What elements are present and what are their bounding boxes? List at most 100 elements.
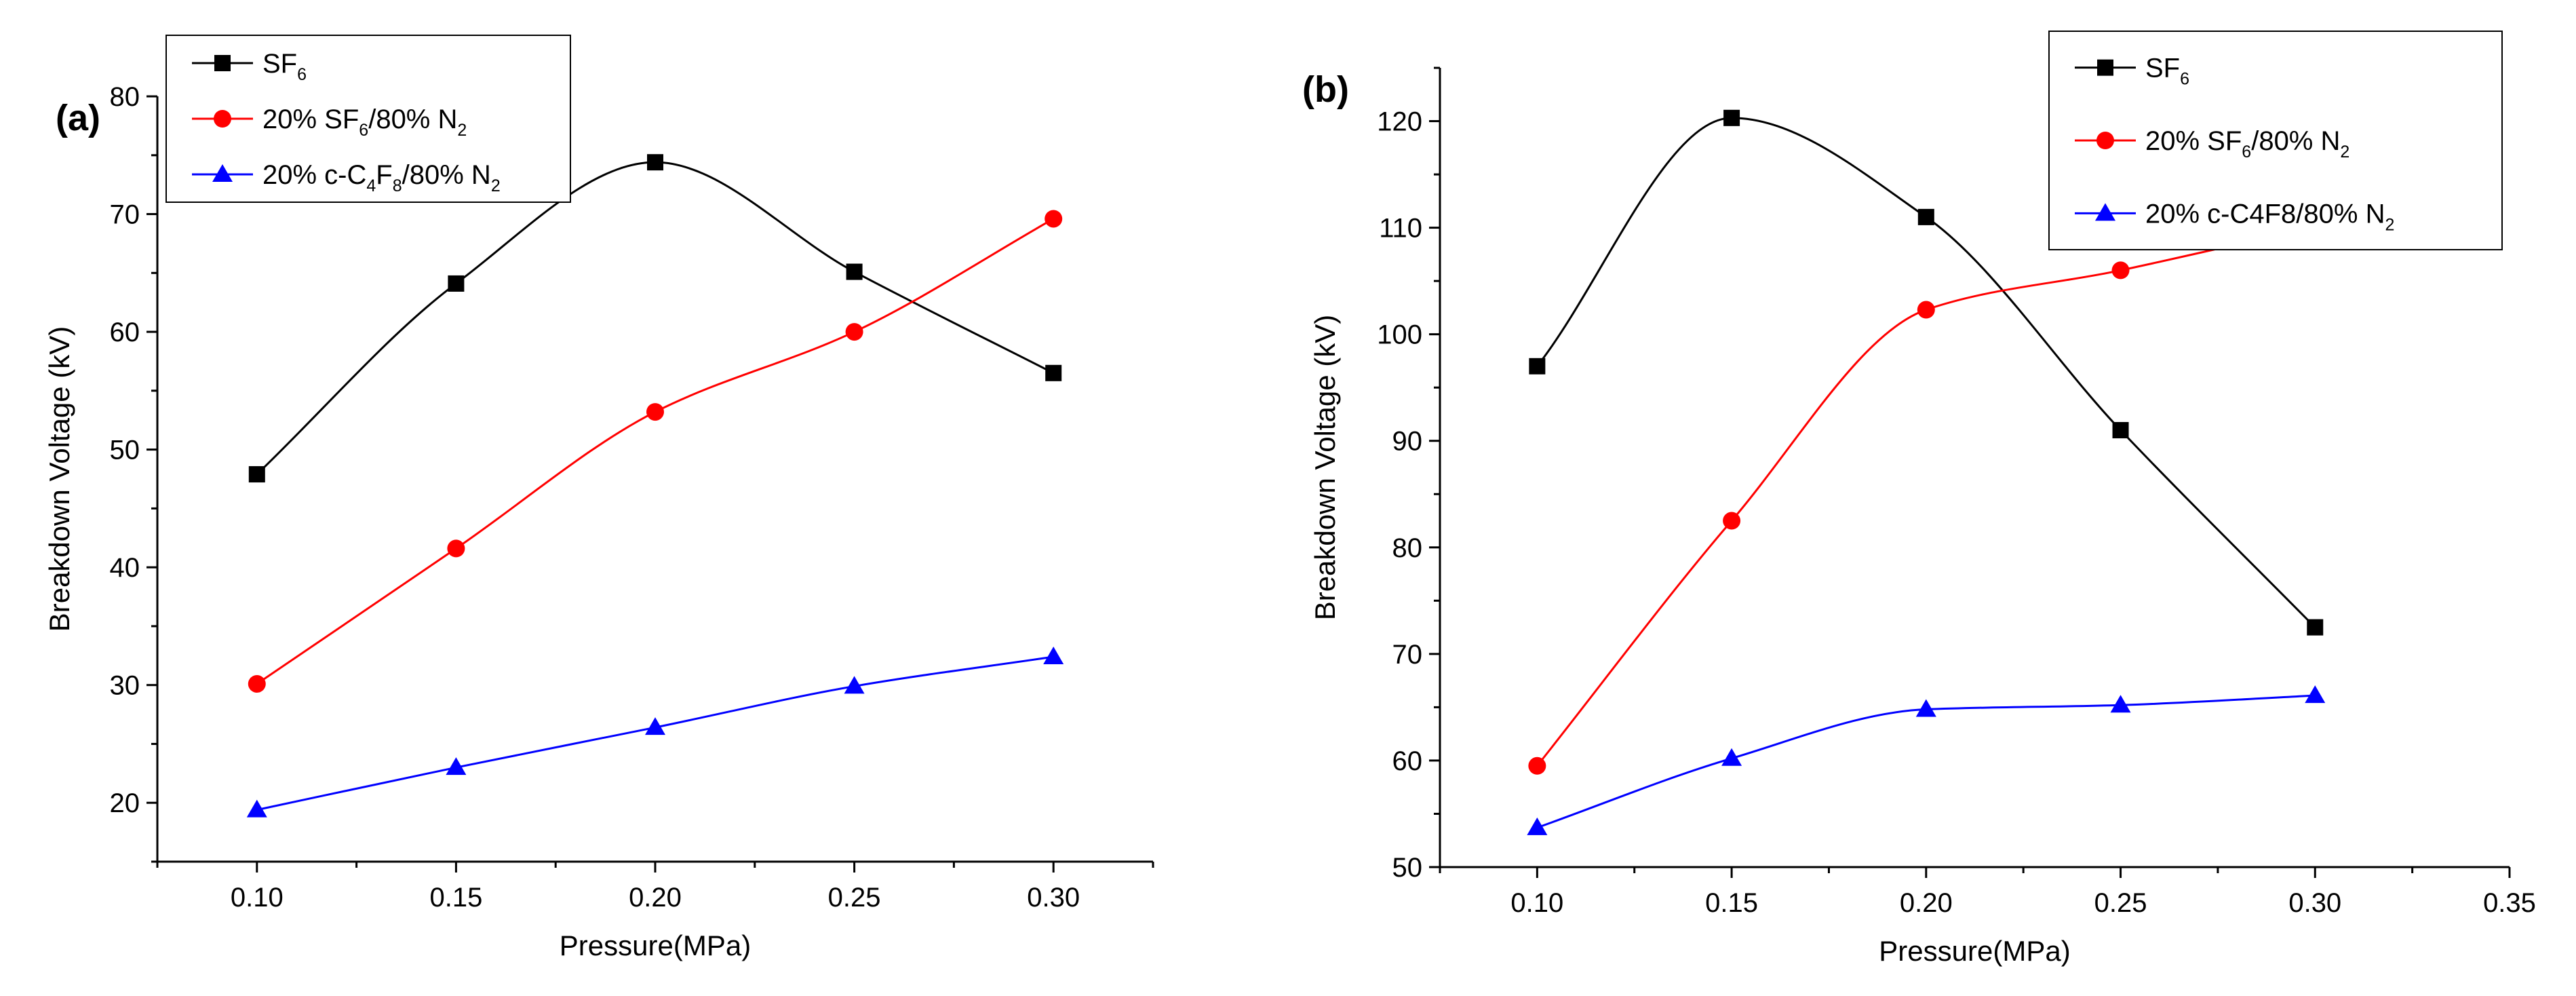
legend-text-part: 6 xyxy=(297,65,307,84)
legend-marker xyxy=(212,164,233,182)
legend-text-part: 2 xyxy=(457,121,467,140)
series-0 xyxy=(1529,109,2324,636)
legend-text-part: 6 xyxy=(2180,70,2189,89)
data-point xyxy=(1045,210,1063,228)
y-axis-title: Breakdown Voltage (kV) xyxy=(1309,315,1341,621)
data-point xyxy=(1917,208,1934,225)
x-tick-label: 0.25 xyxy=(828,883,881,913)
data-point xyxy=(1529,358,1546,375)
y-tick-label: 30 xyxy=(110,671,140,701)
legend-text-part: /80% N xyxy=(2251,126,2340,156)
legend-text-part: SF xyxy=(2145,54,2180,83)
y-tick-label: 110 xyxy=(1379,214,1422,244)
x-tick-label: 0.30 xyxy=(1027,883,1080,913)
data-point xyxy=(647,154,663,171)
y-tick-label: 70 xyxy=(1392,640,1423,670)
legend-text-part: 6 xyxy=(2242,142,2251,161)
data-point xyxy=(1527,817,1548,835)
data-point xyxy=(1723,512,1741,530)
y-tick-label: 80 xyxy=(1392,533,1423,563)
data-point xyxy=(447,539,465,558)
data-point xyxy=(1043,647,1064,665)
series-line xyxy=(256,161,1054,476)
panel-label: (a) xyxy=(56,98,100,138)
y-tick-label: 90 xyxy=(1392,427,1423,457)
panel-label: (b) xyxy=(1302,69,1349,110)
x-tick-label: 0.15 xyxy=(1705,888,1758,918)
legend-label: SF6 xyxy=(2145,54,2189,89)
x-axis-title: Pressure(MPa) xyxy=(560,930,751,961)
data-point xyxy=(645,717,665,735)
data-point xyxy=(2111,261,2130,280)
y-tick-label: 40 xyxy=(110,553,140,583)
legend-text-part: /80% N xyxy=(402,160,491,190)
y-tick-label: 50 xyxy=(110,436,140,465)
legend-marker xyxy=(214,110,231,128)
legend-text-part: F xyxy=(376,160,392,190)
x-tick-label: 0.25 xyxy=(2094,888,2147,918)
legend-text-part: 2 xyxy=(491,176,501,195)
series-0 xyxy=(248,154,1062,483)
legend-label: 20% SF6/80% N2 xyxy=(2145,126,2349,161)
data-point xyxy=(448,275,465,292)
legend-label: 20% SF6/80% N2 xyxy=(262,104,467,140)
legend-text-part: /80% N xyxy=(368,104,457,134)
series-2 xyxy=(1527,685,2326,835)
data-point xyxy=(1915,699,1936,717)
series-1 xyxy=(248,210,1063,693)
x-tick-label: 0.20 xyxy=(1900,888,1953,918)
legend-text-part: 2 xyxy=(2385,215,2394,234)
legend-text-part: SF xyxy=(262,49,297,79)
series-2 xyxy=(246,647,1064,818)
legend-text-part: 2 xyxy=(2340,142,2349,161)
legend-label: 20% c-C4F8/80% N2 xyxy=(262,160,501,195)
y-tick-label: 120 xyxy=(1377,107,1422,137)
data-point xyxy=(2307,619,2324,636)
y-axis-title: Breakdown Voltage (kV) xyxy=(43,326,75,632)
y-tick-label: 20 xyxy=(110,788,140,818)
x-tick-label: 0.15 xyxy=(429,883,482,913)
legend-text-part: 20% c-C xyxy=(262,160,366,190)
y-tick-label: 60 xyxy=(1392,746,1423,776)
legend-text-part: 4 xyxy=(366,176,376,195)
data-point xyxy=(646,403,664,421)
x-tick-label: 0.10 xyxy=(231,883,284,913)
data-point xyxy=(248,674,266,693)
series-line xyxy=(1536,225,2316,767)
data-point xyxy=(246,799,267,818)
y-tick-label: 100 xyxy=(1377,320,1422,350)
data-point xyxy=(2112,422,2129,439)
legend-text-part: 8 xyxy=(393,176,402,195)
data-point xyxy=(248,466,265,483)
data-point xyxy=(1723,109,1740,126)
y-tick-label: 50 xyxy=(1392,853,1423,883)
legend-text-part: 20% SF xyxy=(2145,126,2242,156)
x-tick-label: 0.30 xyxy=(2288,888,2341,918)
x-axis-title: Pressure(MPa) xyxy=(1879,935,2070,967)
y-tick-label: 80 xyxy=(110,82,140,112)
x-tick-label: 0.20 xyxy=(629,883,682,913)
data-point xyxy=(1528,756,1546,775)
data-point xyxy=(1721,748,1742,766)
legend-marker xyxy=(2097,59,2113,76)
legend-marker xyxy=(2096,132,2114,149)
legend-label: SF6 xyxy=(262,49,307,84)
series-1 xyxy=(1528,218,2324,775)
data-point xyxy=(446,757,467,775)
legend-text-part: 20% SF xyxy=(262,104,359,134)
data-point xyxy=(846,263,863,280)
x-tick-label: 0.35 xyxy=(2483,888,2536,918)
chart-panel-b: 50 60 70 80 90 100 110 120 0.10 0.15 0.20 0.25 0.30 0… xyxy=(1302,31,2536,967)
legend-label: 20% c-C4F8/80% N2 xyxy=(2145,199,2394,234)
data-point xyxy=(844,676,865,694)
legend-text-part: 6 xyxy=(359,121,368,140)
data-point xyxy=(1917,301,1935,319)
chart-panel-a: 20 30 40 50 60 70 80 0.10 0.15 0.20 0.25 0.30 Pressu… xyxy=(43,35,1154,961)
series-line xyxy=(256,218,1054,685)
data-point xyxy=(845,323,863,341)
x-tick-label: 0.10 xyxy=(1510,888,1563,918)
y-tick-label: 60 xyxy=(110,318,140,347)
